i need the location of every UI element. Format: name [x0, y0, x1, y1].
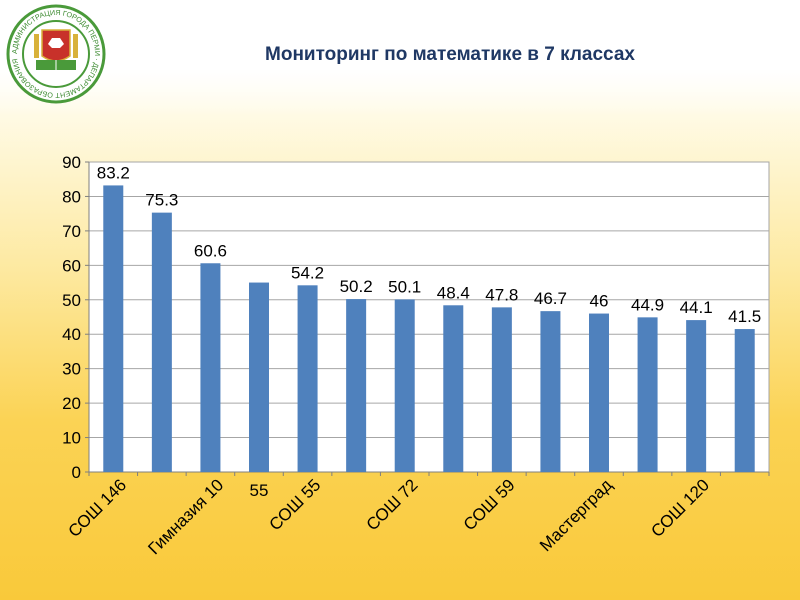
data-label: 55 [250, 481, 269, 500]
data-label: 75.3 [145, 191, 178, 210]
data-label: 48.4 [437, 283, 470, 302]
x-category-label: СОШ 120 [647, 475, 713, 541]
bar [637, 317, 658, 472]
y-tick-label: 70 [62, 222, 81, 241]
bar [394, 299, 415, 472]
plot-area [88, 161, 770, 473]
bar [443, 305, 464, 472]
data-label: 44.9 [631, 295, 664, 314]
data-label: 54.2 [291, 263, 324, 282]
data-label: 83.2 [97, 163, 130, 182]
data-label: 41.5 [728, 307, 761, 326]
bar [734, 329, 755, 472]
logo-bear-icon [48, 38, 64, 48]
slide-title: Мониторинг по математике в 7 классах [265, 44, 635, 65]
bar [346, 299, 367, 472]
data-label: 50.1 [388, 277, 421, 296]
data-label: 46 [590, 292, 609, 311]
bar [540, 311, 561, 472]
x-category-label: СОШ 146 [64, 475, 130, 541]
bar [297, 285, 318, 472]
logo-pillar-right [73, 34, 78, 58]
bar [151, 212, 172, 472]
y-tick-label: 40 [62, 325, 81, 344]
y-tick-label: 20 [62, 394, 81, 413]
x-category-label: СОШ 72 [363, 475, 422, 534]
logo-pillar-left [34, 34, 39, 58]
y-tick-label: 60 [62, 256, 81, 275]
bar [249, 282, 269, 472]
y-tick-label: 80 [62, 187, 81, 206]
y-tick-label: 0 [72, 463, 81, 482]
y-tick-label: 10 [62, 429, 81, 448]
data-label: 47.8 [485, 285, 518, 304]
data-label: 50.2 [340, 277, 373, 296]
x-category-label: Мастерград [536, 475, 616, 555]
bar [686, 320, 707, 472]
x-category-label: СОШ 55 [265, 475, 324, 534]
data-label: 60.6 [194, 241, 227, 260]
bar [491, 307, 512, 472]
header-band [0, 0, 800, 115]
bar [589, 313, 609, 472]
y-tick-label: 30 [62, 360, 81, 379]
bar [103, 185, 124, 472]
y-tick-label: 50 [62, 291, 81, 310]
x-category-label: Гимназия 10 [144, 475, 227, 558]
data-label: 46.7 [534, 289, 567, 308]
department-logo-emblem: АДМИНИСТРАЦИЯ ГОРОДА ПЕРМИ · ДЕПАРТАМЕНТ… [6, 4, 106, 104]
data-label: 44.1 [680, 298, 713, 317]
y-tick-label: 90 [62, 153, 81, 172]
x-category-label: СОШ 59 [460, 475, 519, 534]
bar [200, 263, 221, 472]
